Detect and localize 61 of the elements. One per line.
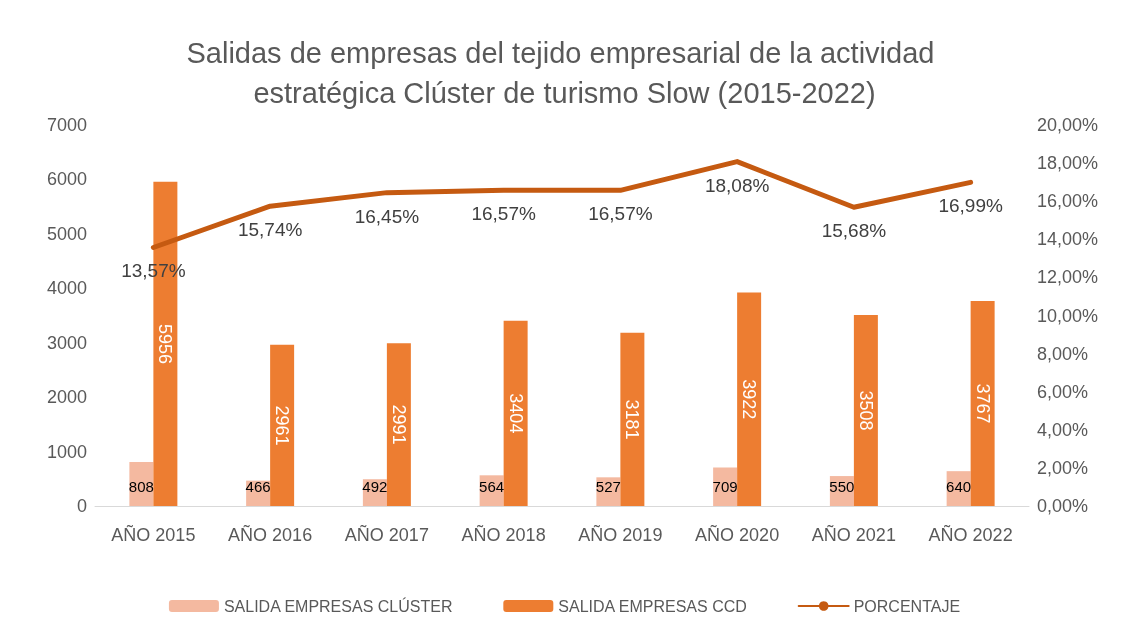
y-tick-label: 3000 [46, 332, 87, 353]
x-tick-label: AÑO 2017 [344, 524, 429, 545]
data-label: 2961 [272, 405, 293, 446]
x-tick-label: AÑO 2019 [578, 524, 663, 545]
bar [737, 292, 762, 506]
x-tick-label: AÑO 2021 [811, 524, 896, 545]
bar [970, 300, 995, 506]
y2-tick-label: 14,00% [1037, 229, 1099, 250]
data-label: 3181 [622, 399, 643, 440]
y2-tick-label: 16,00% [1037, 191, 1099, 212]
data-label: 16,99% [938, 195, 1003, 217]
bar [386, 343, 411, 506]
y2-tick-label: 8,00% [1037, 343, 1089, 364]
y2-tick-label: 2,00% [1037, 457, 1089, 478]
y-tick-label: 2000 [46, 387, 87, 408]
y2-tick-label: 0,00% [1037, 496, 1089, 516]
y2-tick-label: 6,00% [1037, 381, 1089, 402]
data-label: 16,57% [588, 203, 653, 225]
bar [620, 332, 645, 506]
y2-tick-label: 18,00% [1037, 153, 1099, 174]
data-label: 15,68% [821, 220, 887, 242]
y-tick-label: 1000 [46, 441, 87, 462]
data-label: 3508 [855, 390, 876, 431]
bar [270, 344, 295, 506]
data-label: 16,57% [471, 203, 536, 225]
legend-label: PORCENTAJE [853, 597, 961, 615]
y-tick-label: 4000 [46, 278, 87, 299]
x-tick-label: AÑO 2022 [928, 524, 1013, 545]
data-label: 564 [479, 478, 505, 495]
data-label: 640 [946, 478, 972, 495]
data-label: 3922 [739, 379, 760, 420]
data-label: 550 [829, 478, 855, 495]
x-tick-label: AÑO 2015 [111, 524, 196, 545]
data-label: 492 [362, 478, 388, 495]
data-label: 709 [712, 478, 738, 495]
data-label: 18,08% [704, 174, 770, 196]
data-label: 5956 [155, 323, 176, 364]
y-tick-label: 0 [76, 496, 87, 516]
data-label: 3767 [972, 383, 993, 424]
bar [853, 315, 878, 506]
legend-label: SALIDA EMPRESAS CCD [558, 597, 747, 615]
y-tick-label: 5000 [46, 223, 87, 244]
y-tick-label: 7000 [46, 115, 87, 135]
data-label: 466 [245, 478, 271, 495]
y2-tick-label: 10,00% [1037, 305, 1099, 326]
bar [503, 320, 528, 506]
data-label: 2991 [388, 404, 409, 445]
data-label: 16,45% [354, 205, 420, 227]
x-tick-label: AÑO 2020 [695, 524, 780, 545]
y2-tick-label: 20,00% [1037, 115, 1099, 135]
x-tick-label: AÑO 2018 [461, 524, 546, 545]
data-label: 15,74% [237, 219, 303, 241]
data-label: 3404 [505, 393, 526, 434]
y2-tick-label: 4,00% [1037, 419, 1089, 440]
legend-label: SALIDA EMPRESAS CLÚSTER [223, 596, 453, 615]
x-tick-label: AÑO 2016 [228, 524, 313, 545]
y-tick-label: 6000 [46, 169, 87, 190]
chart-title: Salidas de empresas del tejido empresarial de la actividad estratégica Clúster de turismo Slow (2015-2022) [186, 37, 943, 109]
data-label: 808 [128, 478, 154, 495]
y2-tick-label: 12,00% [1037, 267, 1099, 288]
data-label: 527 [595, 478, 621, 495]
